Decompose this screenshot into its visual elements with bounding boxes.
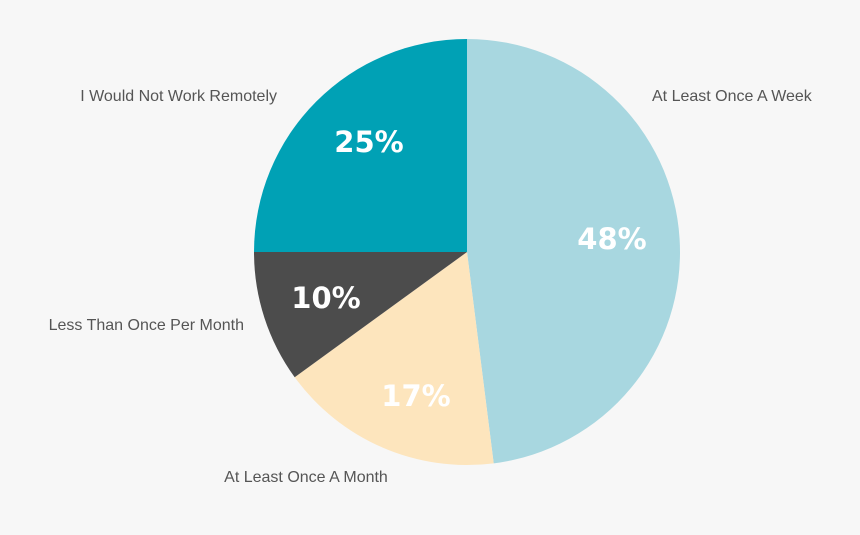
- pie-slice-i-would-not-work-remotely: [254, 39, 467, 252]
- pie-slice-at-least-once-a-month: [294, 252, 494, 466]
- pie-category-labels: At Least Once A Week At Least Once A Mont…: [49, 88, 813, 486]
- category-label-at-least-once-a-month: At Least Once A Month: [224, 469, 388, 486]
- value-label-at-least-once-a-month: 17%: [381, 379, 450, 413]
- pie-slices: [254, 38, 681, 466]
- value-label-less-than-once-per-month: 10%: [291, 281, 360, 315]
- value-label-i-would-not-work-remotely: 25%: [334, 125, 403, 159]
- value-label-at-least-once-a-week: 48%: [577, 222, 646, 256]
- pie-value-labels: 48% 17% 10% 25%: [291, 125, 646, 413]
- pie-slice-less-than-once-per-month: [254, 252, 467, 378]
- category-label-i-would-not-work-remotely: I Would Not Work Remotely: [80, 88, 277, 105]
- pie-slice-at-least-once-a-week: [467, 38, 681, 464]
- category-label-less-than-once-per-month: Less Than Once Per Month: [49, 317, 244, 334]
- category-label-at-least-once-a-week: At Least Once A Week: [652, 88, 813, 105]
